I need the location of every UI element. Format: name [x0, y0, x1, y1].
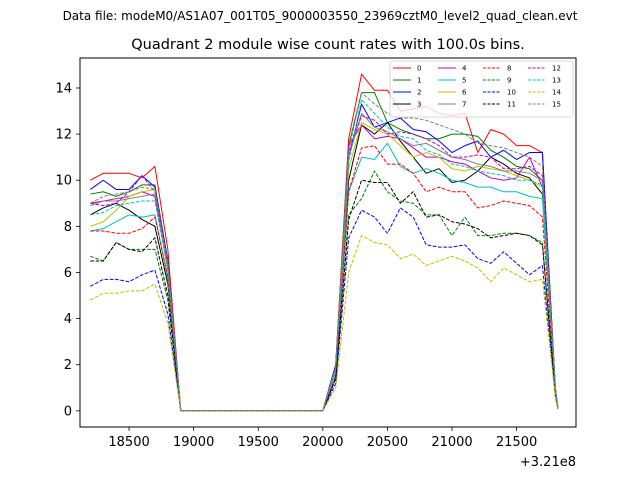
- x-tick-label: 19000: [173, 435, 214, 450]
- series-line-14: [90, 235, 559, 412]
- legend-label-10: 10: [507, 89, 516, 97]
- legend-label-3: 3: [417, 101, 421, 109]
- y-tick-label: 10: [55, 174, 72, 189]
- legend-label-4: 4: [462, 65, 467, 73]
- legend-label-6: 6: [462, 89, 467, 97]
- series-line-5: [90, 142, 559, 412]
- legend-label-5: 5: [462, 77, 466, 85]
- x-tick-label: 21000: [431, 435, 472, 450]
- y-axis: 0 2 4 6 8 10 12 14: [55, 81, 80, 419]
- legend-label-2: 2: [417, 89, 421, 97]
- plot-lines: [90, 73, 559, 412]
- series-line-2: [90, 103, 559, 412]
- y-tick-label: 6: [64, 266, 72, 281]
- legend-label-11: 11: [507, 101, 516, 109]
- series-line-15: [90, 92, 559, 412]
- legend-label-7: 7: [462, 101, 466, 109]
- y-tick-label: 12: [55, 128, 72, 143]
- x-axis: 18500 19000 19500 20000 20500 21000 21500: [108, 427, 537, 450]
- y-tick-label: 8: [64, 220, 72, 235]
- legend-label-1: 1: [417, 77, 421, 85]
- legend-label-9: 9: [507, 77, 511, 85]
- y-tick-label: 0: [64, 404, 72, 419]
- plot-frame: [79, 57, 577, 428]
- series-line-9: [90, 170, 559, 412]
- legend-label-15: 15: [552, 101, 561, 109]
- legend-label-8: 8: [507, 65, 511, 73]
- y-tick-label: 2: [64, 358, 72, 373]
- legend-label-12: 12: [552, 65, 561, 73]
- legend-label-13: 13: [552, 77, 561, 85]
- x-tick-label: 21500: [496, 435, 537, 450]
- series-line-10: [90, 207, 559, 412]
- legend-label-14: 14: [552, 89, 561, 97]
- series-line-11: [90, 179, 559, 412]
- x-tick-label: 18500: [108, 435, 149, 450]
- x-tick-label: 20500: [367, 435, 408, 450]
- y-tick-label: 4: [64, 312, 72, 327]
- x-tick-label: 19500: [238, 435, 279, 450]
- y-tick-label: 14: [55, 81, 72, 96]
- legend-label-0: 0: [417, 65, 421, 73]
- suptitle: Data file: modeM0/AS1A07_001T05_90000035…: [63, 9, 578, 23]
- x-tick-label: 20000: [302, 435, 343, 450]
- series-line-13: [90, 99, 559, 412]
- legend-box: [389, 60, 574, 118]
- chart-title: Quadrant 2 module wise count rates with …: [131, 37, 525, 53]
- x-offset-label: +3.21e8: [520, 455, 576, 470]
